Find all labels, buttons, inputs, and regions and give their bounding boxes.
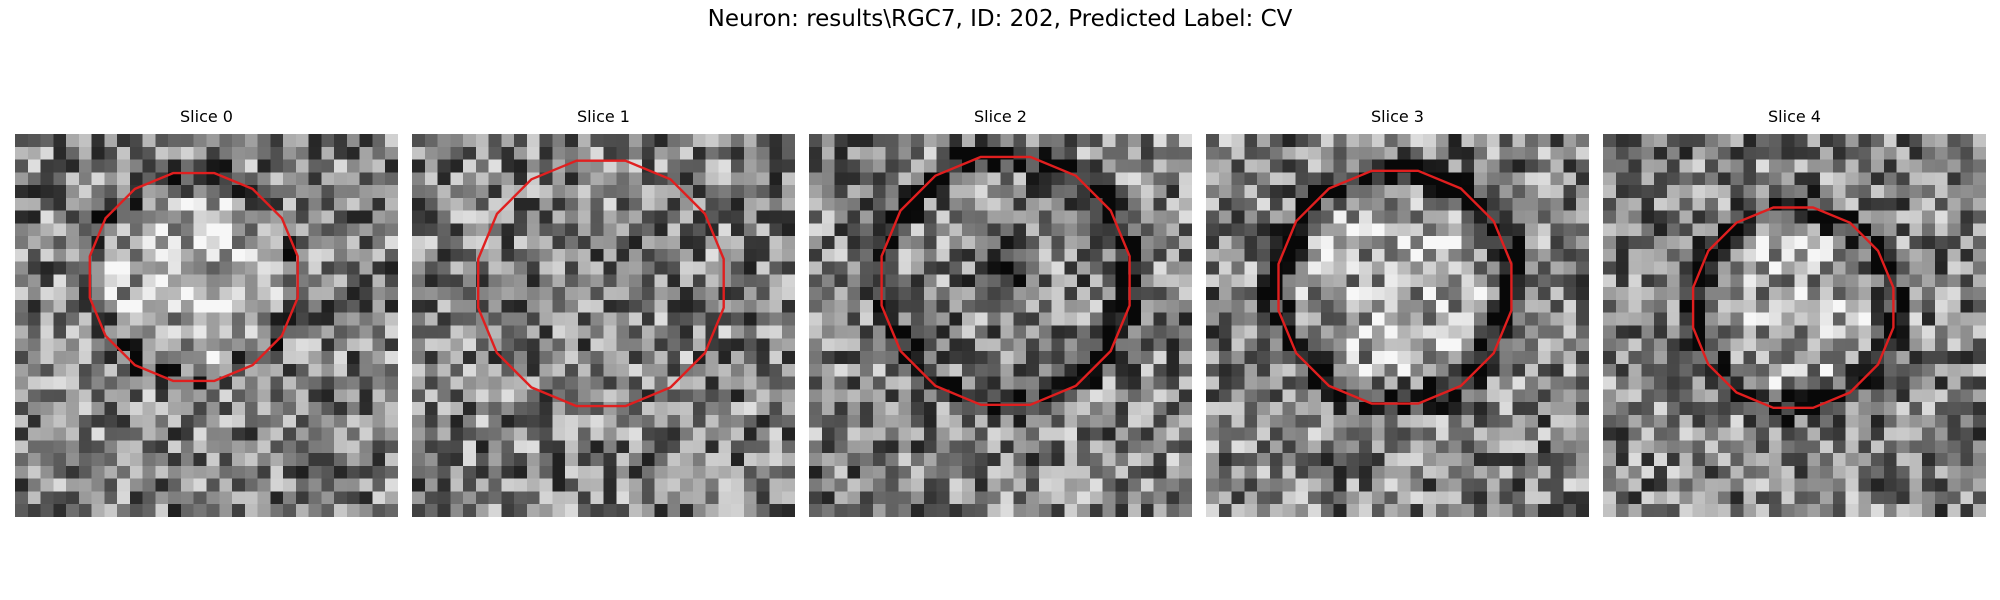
slice-title: Slice 0 (180, 107, 233, 126)
slice-title: Slice 1 (577, 107, 630, 126)
slice-panel-2: Slice 2 (809, 107, 1192, 527)
slice-image (412, 134, 795, 517)
slice-title: Slice 4 (1768, 107, 1821, 126)
slice-image (15, 134, 398, 517)
figure-title: Neuron: results\RGC7, ID: 202, Predicted… (707, 6, 1293, 32)
cell-contour (1277, 169, 1513, 405)
slice-panel-3: Slice 3 (1206, 107, 1589, 527)
slice-title: Slice 3 (1371, 107, 1424, 126)
cell-contour (880, 155, 1131, 406)
slice-image (1603, 134, 1986, 517)
slice-panel-4: Slice 4 (1603, 107, 1986, 527)
slice-title: Slice 2 (974, 107, 1027, 126)
slice-panel-1: Slice 1 (412, 107, 795, 527)
cell-contour (88, 171, 299, 383)
cell-contour (476, 159, 725, 408)
slice-panel-0: Slice 0 (15, 107, 398, 527)
slice-image (1206, 134, 1589, 517)
cell-contour (1691, 206, 1895, 409)
slice-image (809, 134, 1192, 517)
